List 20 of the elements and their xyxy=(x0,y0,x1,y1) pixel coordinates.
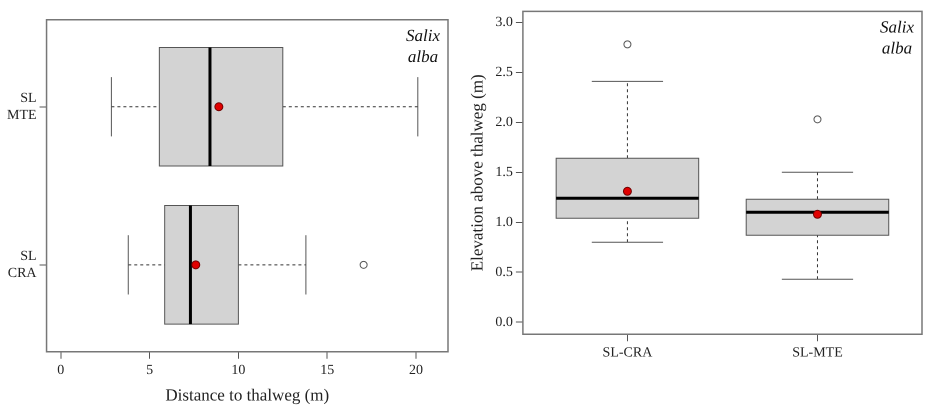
x-tick-label: 20 xyxy=(409,362,424,378)
y-tick-label: SL CRA xyxy=(8,249,38,281)
y-tick-label: 1.5 xyxy=(495,164,513,180)
x-tick-label: 10 xyxy=(231,362,246,378)
y-tick-label: 0.0 xyxy=(495,314,513,330)
x-tick-label: SL-MTE xyxy=(792,345,843,360)
y-tick-label: 1.0 xyxy=(495,214,513,230)
y-tick-label: 3.0 xyxy=(495,15,513,30)
x-tick-label: 15 xyxy=(320,362,334,378)
annotation: Salix alba xyxy=(406,26,440,66)
y-tick-label: 0.5 xyxy=(495,264,513,280)
x-tick-label: 5 xyxy=(146,362,154,378)
annotation: Salix alba xyxy=(880,17,914,58)
x-tick-label: SL-CRA xyxy=(602,345,654,360)
x-tick-label: 0 xyxy=(57,362,64,378)
x-axis-title: Distance to thalweg (m) xyxy=(165,385,330,404)
y-tick-label: SL MTE xyxy=(6,91,37,123)
y-tick-label: 2.0 xyxy=(495,115,513,130)
y-axis-title: Elevation above thalweg (m) xyxy=(468,74,487,272)
y-tick-label: 2.5 xyxy=(495,65,513,80)
